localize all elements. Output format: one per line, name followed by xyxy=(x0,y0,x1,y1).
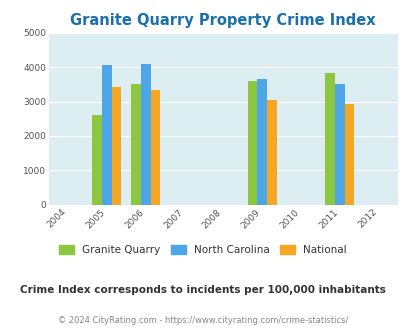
Bar xyxy=(257,79,266,205)
Title: Granite Quarry Property Crime Index: Granite Quarry Property Crime Index xyxy=(70,13,375,28)
Bar xyxy=(324,73,334,205)
Bar xyxy=(266,100,276,205)
Bar xyxy=(102,65,111,205)
Bar xyxy=(141,64,150,205)
Text: Crime Index corresponds to incidents per 100,000 inhabitants: Crime Index corresponds to incidents per… xyxy=(20,285,385,295)
Text: © 2024 CityRating.com - https://www.cityrating.com/crime-statistics/: © 2024 CityRating.com - https://www.city… xyxy=(58,315,347,325)
Bar xyxy=(247,81,257,205)
Bar xyxy=(344,104,354,205)
Bar xyxy=(334,84,344,205)
Bar xyxy=(131,84,141,205)
Bar xyxy=(150,90,160,205)
Bar xyxy=(92,115,102,205)
Legend: Granite Quarry, North Carolina, National: Granite Quarry, North Carolina, National xyxy=(55,241,350,259)
Bar xyxy=(111,87,121,205)
